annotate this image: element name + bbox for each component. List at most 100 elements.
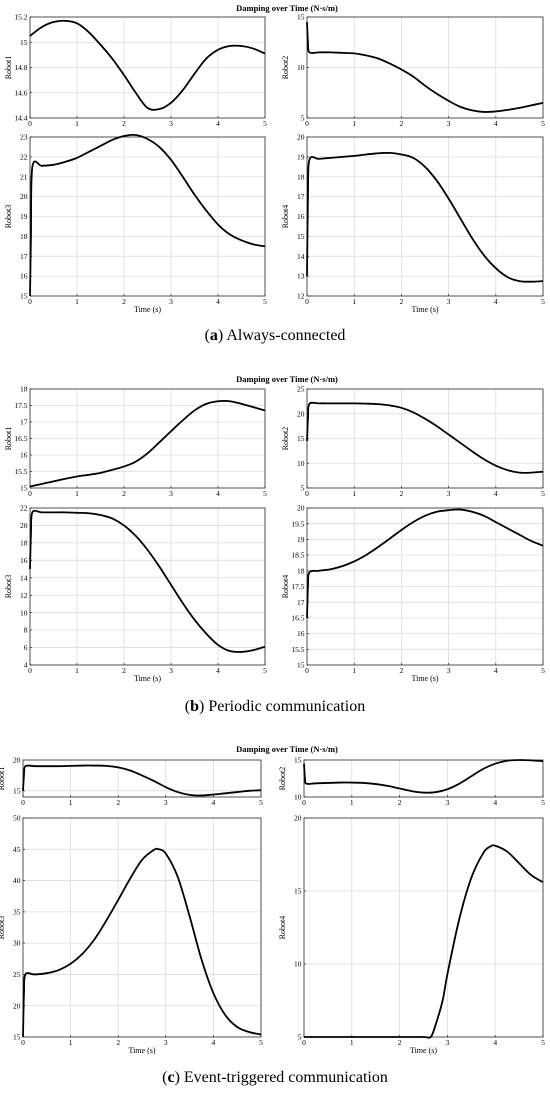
panel-11-xlabel: Time (s) bbox=[410, 1046, 437, 1055]
panel-10-ytick-label-0: 15 bbox=[13, 1033, 21, 1042]
panel-5-ytick-label-4: 25 bbox=[297, 385, 305, 394]
panel-5-xtick-label-2: 2 bbox=[400, 489, 404, 498]
panel-6-xtick-label-2: 2 bbox=[122, 666, 126, 675]
panel-0-series-line bbox=[29, 19, 266, 111]
panel-8-xtick-label-5: 5 bbox=[259, 798, 263, 807]
panel-5-ytick-label-1: 10 bbox=[297, 459, 305, 468]
panel-10-xlabel: Time (s) bbox=[128, 1046, 155, 1055]
panel-2-ytick-label-2: 17 bbox=[20, 252, 28, 261]
panel-9-xtick-label-0: 0 bbox=[302, 798, 306, 807]
panel-6-ytick-label-3: 10 bbox=[20, 608, 28, 617]
panel-11-ytick-label-1: 10 bbox=[294, 960, 302, 969]
panel-11-xtick-label-4: 4 bbox=[493, 1038, 497, 1047]
panel-8-xtick-label-1: 1 bbox=[69, 798, 73, 807]
panel-8-xtick-label-4: 4 bbox=[212, 798, 216, 807]
caption-a-text: Always-connected bbox=[226, 327, 346, 344]
panel-10-xtick-label-5: 5 bbox=[259, 1038, 263, 1047]
panel-6-axes bbox=[29, 507, 266, 666]
panel-0-xtick-label-3: 3 bbox=[169, 119, 173, 128]
panel-7-ytick-label-7: 18.5 bbox=[291, 551, 304, 560]
panel-3-ytick-label-2: 14 bbox=[297, 252, 305, 261]
panel-4-ytick-label-1: 15.5 bbox=[14, 467, 27, 476]
panel-11-xtick-label-3: 3 bbox=[446, 1038, 450, 1047]
panel-10-ytick-label-6: 45 bbox=[13, 845, 21, 854]
panel-4-xtick-label-5: 5 bbox=[263, 489, 267, 498]
panel-0-xtick-label-4: 4 bbox=[216, 119, 220, 128]
panel-3-xtick-label-5: 5 bbox=[541, 297, 545, 306]
panel-5-xtick-label-1: 1 bbox=[352, 489, 356, 498]
panel-7-ytick-label-9: 19.5 bbox=[291, 519, 304, 528]
panel-7-ytick-label-6: 18 bbox=[297, 566, 305, 575]
panel-10-series-line bbox=[22, 847, 262, 1038]
caption-b-letter: (b) bbox=[184, 698, 205, 715]
panel-10-axes bbox=[22, 817, 262, 1038]
panel-10-xtick-label-0: 0 bbox=[21, 1038, 25, 1047]
panel-1-series-line bbox=[306, 22, 544, 113]
caption-b-text: Periodic communication bbox=[208, 698, 366, 715]
panel-6-xtick-label-5: 5 bbox=[263, 666, 267, 675]
panel-3-ytick-label-3: 15 bbox=[297, 232, 305, 241]
panel-6-ytick-label-1: 6 bbox=[24, 643, 28, 652]
panel-11-xtick-label-2: 2 bbox=[398, 1038, 402, 1047]
panel-4-xtick-label-0: 0 bbox=[28, 489, 32, 498]
panel-2-ytick-label-1: 16 bbox=[20, 272, 28, 281]
panel-4-ytick-label-5: 17.5 bbox=[14, 401, 27, 410]
panel-6-ytick-label-2: 8 bbox=[24, 626, 28, 635]
panel-7-xlabel: Time (s) bbox=[411, 674, 438, 683]
panel-5-xtick-label-5: 5 bbox=[541, 489, 545, 498]
panel-4-ytick-label-3: 16.5 bbox=[14, 434, 27, 443]
panel-3-ylabel: Robot4 bbox=[281, 205, 290, 229]
panel-6-xlabel: Time (s) bbox=[134, 674, 161, 683]
panel-1-ytick-label-0: 5 bbox=[301, 114, 305, 123]
panel-2-xtick-label-4: 4 bbox=[216, 297, 220, 306]
panel-10-xtick-label-4: 4 bbox=[212, 1038, 216, 1047]
panel-2-xtick-label-1: 1 bbox=[75, 297, 79, 306]
panel-1-xtick-label-5: 5 bbox=[541, 119, 545, 128]
caption-c-letter: (c) bbox=[162, 1069, 180, 1086]
panel-0-ytick-label-3: 15 bbox=[20, 38, 28, 47]
panel-3-xlabel: Time (s) bbox=[411, 305, 438, 314]
panel-10-ytick-label-5: 40 bbox=[13, 876, 21, 885]
panel-1-ylabel: Robot2 bbox=[281, 56, 290, 80]
panel-9-series-line bbox=[303, 759, 544, 794]
panel-6-series-line bbox=[29, 509, 266, 653]
panel-7-xtick-label-0: 0 bbox=[305, 666, 309, 675]
panel-0-xtick-label-5: 5 bbox=[263, 119, 267, 128]
panel-9-xtick-label-4: 4 bbox=[493, 798, 497, 807]
panel-8-xtick-label-2: 2 bbox=[116, 798, 120, 807]
panel-9-xtick-label-5: 5 bbox=[541, 798, 545, 807]
panel-7-xtick-label-3: 3 bbox=[447, 666, 451, 675]
caption-a-letter: (a) bbox=[204, 327, 224, 344]
panel-2-series-line bbox=[29, 133, 266, 297]
panel-2-xtick-label-3: 3 bbox=[169, 297, 173, 306]
figure-title-2: Damping over Time (N·s/m) bbox=[236, 744, 338, 754]
panel-1-ytick-label-1: 10 bbox=[297, 63, 305, 72]
panel-2-xtick-label-2: 2 bbox=[122, 297, 126, 306]
panel-6-ytick-label-5: 14 bbox=[20, 573, 28, 582]
panel-7-xtick-label-1: 1 bbox=[352, 666, 356, 675]
caption-a: (a) Always-connected bbox=[0, 327, 550, 345]
panel-6-ytick-label-6: 16 bbox=[20, 556, 28, 565]
panel-10-ytick-label-7: 50 bbox=[13, 814, 21, 823]
panel-7-ytick-label-8: 19 bbox=[297, 535, 305, 544]
panel-4-ytick-label-2: 16 bbox=[20, 451, 28, 460]
panel-8-ylabel: Robot1 bbox=[0, 767, 6, 791]
panel-8-ytick-label-1: 20 bbox=[13, 756, 21, 765]
panel-11-xtick-label-0: 0 bbox=[302, 1038, 306, 1047]
panel-11-ytick-label-0: 5 bbox=[298, 1033, 302, 1042]
panel-3-series-line bbox=[306, 151, 544, 283]
panel-3-xtick-label-4: 4 bbox=[494, 297, 498, 306]
panel-8-ytick-label-0: 15 bbox=[13, 786, 21, 795]
panel-7-ytick-label-0: 15 bbox=[297, 661, 305, 670]
panel-2-ytick-label-5: 20 bbox=[20, 192, 28, 201]
panel-9-xtick-label-2: 2 bbox=[398, 798, 402, 807]
panel-9-ytick-label-0: 10 bbox=[294, 793, 302, 802]
panel-8-xtick-label-3: 3 bbox=[164, 798, 168, 807]
panel-3-xtick-label-2: 2 bbox=[400, 297, 404, 306]
panel-3-xtick-label-1: 1 bbox=[352, 297, 356, 306]
caption-c: (c) Event-triggered communication bbox=[0, 1069, 550, 1087]
panel-4-xtick-label-2: 2 bbox=[122, 489, 126, 498]
panel-5-xtick-label-0: 0 bbox=[305, 489, 309, 498]
panel-0-xtick-label-0: 0 bbox=[28, 119, 32, 128]
